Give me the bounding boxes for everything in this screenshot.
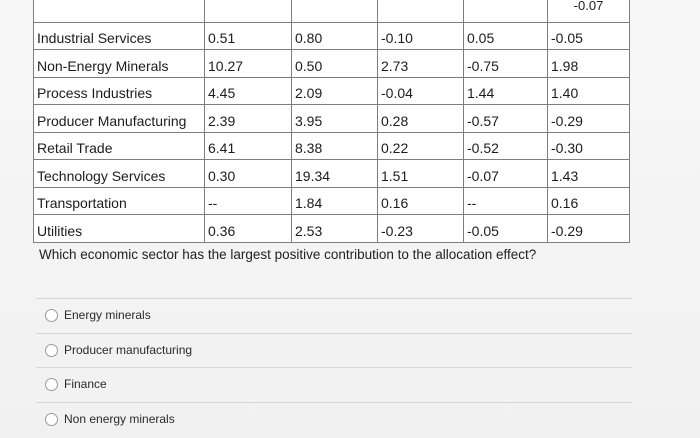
- table-cell: -0.29: [547, 214, 630, 243]
- option-label: Non energy minerals: [64, 412, 175, 426]
- table-cell: 2.39: [204, 104, 292, 133]
- table-cell: 3.95: [291, 104, 378, 133]
- divider: [36, 333, 632, 334]
- sector-cell: Utilities: [33, 214, 205, 243]
- radio-button[interactable]: [45, 308, 58, 322]
- question-text: Which economic sector has the largest po…: [39, 247, 537, 262]
- option-label: Energy minerals: [64, 308, 151, 322]
- table-cell: 2.73: [377, 49, 464, 78]
- table-cell: 4.45: [204, 76, 292, 105]
- sector-cell: Transportation: [33, 186, 205, 215]
- table-cell: -0.30: [547, 131, 630, 160]
- sector-cell: Industrial Services: [33, 21, 205, 50]
- sector-cell: Retail Trade: [33, 131, 205, 160]
- table-cell: 6.41: [204, 131, 292, 160]
- table-cell: -0.05: [463, 214, 548, 243]
- table-cell: 0.22: [377, 131, 464, 160]
- table-cell: 0.30: [204, 159, 292, 188]
- radio-button[interactable]: [45, 412, 58, 426]
- partial-cell-value: -0.07: [573, 0, 604, 13]
- option-label: Finance: [64, 377, 107, 391]
- table-cell: -0.57: [463, 104, 548, 133]
- table-cell: 1.98: [547, 49, 630, 78]
- table-cell: 0.51: [204, 21, 292, 50]
- table-cell: 19.34: [291, 159, 378, 188]
- table-cell: -0.29: [547, 104, 630, 133]
- table-row: Industrial Services 0.51 0.80 -0.10 0.05…: [33, 21, 630, 50]
- table-cell: 0.05: [463, 21, 548, 50]
- option-non-energy-minerals[interactable]: Non energy minerals: [45, 412, 175, 426]
- table-cell: 1.43: [547, 159, 630, 188]
- table-cell: -0.23: [377, 214, 464, 243]
- table-cell: 0.80: [291, 21, 378, 50]
- table-row: -0.07: [33, 0, 630, 23]
- table-cell: 1.51: [377, 159, 464, 188]
- table-cell: -0.05: [547, 21, 630, 50]
- table-cell: --: [204, 186, 292, 215]
- option-label: Producer manufacturing: [64, 343, 193, 357]
- table-cell: 0.36: [204, 214, 292, 243]
- table-cell: 0.50: [291, 49, 378, 78]
- table-cell: 10.27: [204, 49, 292, 78]
- sector-cell: Producer Manufacturing: [33, 104, 205, 133]
- table-cell: -0.07: [463, 159, 548, 188]
- table-cell: -0.75: [463, 49, 548, 78]
- table-cell: 2.09: [291, 76, 378, 105]
- table-cell: -0.10: [377, 21, 464, 50]
- table-cell: 1.44: [463, 76, 548, 105]
- table-cell: 0.16: [377, 186, 464, 215]
- table-row: Retail Trade 6.41 8.38 0.22 -0.52 -0.30: [33, 131, 630, 160]
- sector-cell: Non-Energy Minerals: [33, 49, 205, 78]
- divider: [36, 367, 632, 368]
- sector-data-table: -0.07 Industrial Services 0.51 0.80 -0.1…: [33, 0, 630, 243]
- table-cell: 0.28: [377, 104, 464, 133]
- table-row: Producer Manufacturing 2.39 3.95 0.28 -0…: [33, 104, 630, 133]
- divider: [36, 298, 632, 299]
- table-cell: --: [463, 186, 548, 215]
- table-cell: 1.40: [547, 76, 630, 105]
- sector-cell: Process Industries: [33, 76, 205, 105]
- sector-cell: Technology Services: [33, 159, 205, 188]
- table-cell: 2.53: [291, 214, 378, 243]
- table-cell: 8.38: [291, 131, 378, 160]
- radio-button[interactable]: [45, 377, 58, 391]
- table-cell: 0.16: [547, 186, 630, 215]
- table-cell: 1.84: [291, 186, 378, 215]
- table-cell: -0.52: [463, 131, 548, 160]
- table-row: Technology Services 0.30 19.34 1.51 -0.0…: [33, 159, 630, 188]
- table-row: Utilities 0.36 2.53 -0.23 -0.05 -0.29: [33, 214, 630, 243]
- table-row: Transportation -- 1.84 0.16 -- 0.16: [33, 186, 630, 215]
- table-row: Process Industries 4.45 2.09 -0.04 1.44 …: [33, 76, 630, 105]
- table-row: Non-Energy Minerals 10.27 0.50 2.73 -0.7…: [33, 49, 630, 78]
- option-energy-minerals[interactable]: Energy minerals: [45, 308, 151, 322]
- radio-button[interactable]: [45, 343, 58, 357]
- option-finance[interactable]: Finance: [45, 377, 107, 391]
- table-cell: -0.04: [377, 76, 464, 105]
- divider: [36, 402, 632, 403]
- option-producer-manufacturing[interactable]: Producer manufacturing: [45, 343, 192, 357]
